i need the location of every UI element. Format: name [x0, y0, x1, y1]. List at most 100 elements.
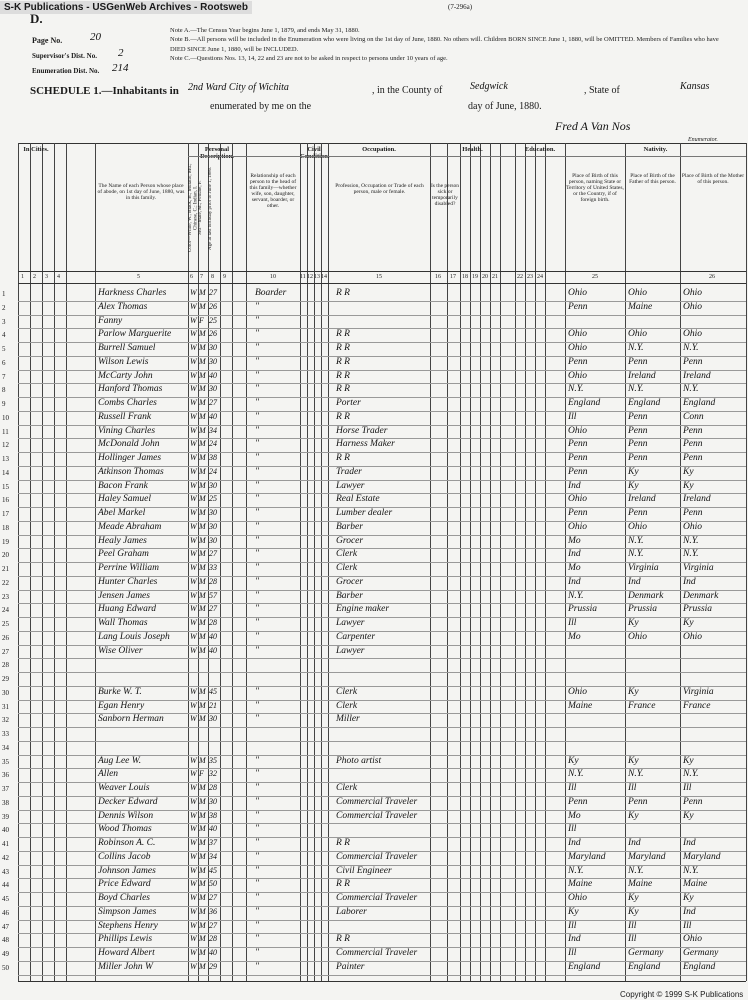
cell-father: Ky [628, 686, 639, 697]
cell-relation: " [255, 576, 259, 587]
cell-name: Healy James [98, 535, 147, 546]
cell-occupation: R R [336, 356, 350, 367]
cell-age: 30 [209, 535, 217, 545]
line-number: 40 [2, 826, 9, 835]
cell-birth: Prussia [568, 604, 598, 615]
cell-relation: " [255, 893, 259, 903]
cell-mother: Denmark [683, 590, 719, 601]
cell-name: Boyd Charles [98, 893, 150, 903]
cell-color: W [190, 631, 197, 641]
cell-mother: Penn [683, 796, 703, 807]
line-number: 11 [2, 427, 9, 436]
form-number: (7-296a) [448, 3, 473, 11]
cell-mother: N.Y. [683, 549, 699, 560]
cell-sex: M [199, 439, 206, 449]
row-rule [18, 947, 746, 948]
cell-father: Ind [628, 576, 641, 587]
cell-age: 28 [209, 783, 217, 792]
cell-relation: " [255, 343, 259, 353]
column-number: 3 [45, 274, 48, 280]
column-header: Age at last birthday prior to June 1, 18… [208, 166, 213, 250]
cell-age: 27 [209, 288, 217, 297]
cell-mother: Ky [683, 893, 694, 903]
cell-birth: Ohio [568, 893, 587, 903]
cell-name: Wilson Lewis [98, 356, 149, 367]
row-rule [18, 369, 746, 371]
cell-occupation: R R [336, 343, 350, 353]
cell-birth: Penn [568, 356, 588, 367]
line-number: 33 [2, 730, 9, 738]
line-number: 30 [2, 688, 9, 697]
cell-mother: Penn [683, 453, 703, 463]
column-header: Place of Birth of the Father of this per… [629, 173, 676, 186]
cell-sex: M [199, 563, 206, 572]
row-rule [18, 782, 746, 783]
cell-father: Maryland [628, 851, 666, 862]
cell-age: 30 [209, 343, 217, 352]
rule [18, 283, 746, 284]
column-rule [746, 143, 747, 981]
cell-relation: " [255, 549, 259, 560]
cell-color: W [190, 466, 197, 476]
cell-age: 30 [209, 508, 217, 517]
row-rule [18, 672, 746, 673]
cell-mother: France [683, 700, 711, 711]
cell-father: Penn [628, 796, 648, 807]
row-rule [18, 355, 746, 357]
column-header: Color—White, W.; Black, B.; Mulatto, Mu.… [188, 163, 199, 253]
page-value: 20 [90, 31, 101, 43]
cell-name: Price Edward [98, 879, 151, 890]
cell-age: 27 [209, 549, 217, 559]
copyright: Copyright © 1999 S-K Publications [620, 990, 744, 999]
line-number: 14 [2, 468, 9, 477]
cell-birth: Ohio [568, 370, 587, 381]
cell-occupation: Engine maker [336, 604, 390, 615]
line-number: 16 [2, 496, 9, 505]
cell-relation: " [255, 755, 259, 766]
cell-color: W [190, 411, 197, 421]
enumerator-label: Enumerator. [688, 137, 718, 143]
row-rule [18, 328, 746, 330]
state-label: , State of [584, 85, 620, 96]
cell-relation: " [255, 631, 259, 642]
column-header: Is the person sick or temporarily disabl… [430, 183, 460, 208]
cell-mother: Prussia [683, 604, 713, 615]
enumeration-label: Enumeration Dist. No. [32, 67, 100, 75]
cell-mother: Ind [683, 906, 696, 917]
cell-color: W [190, 315, 197, 325]
cell-birth: N.Y. [568, 590, 584, 601]
cell-mother: Germany [683, 948, 719, 958]
rule [18, 981, 746, 982]
column-header: Profession, Occupation or Trade of each … [335, 183, 424, 196]
cell-sex: M [199, 521, 206, 531]
cell-relation: " [255, 480, 259, 491]
cell-occupation: Laborer [336, 906, 367, 917]
row-rule [18, 809, 746, 811]
line-number: 46 [2, 908, 9, 917]
cell-sex: M [199, 783, 206, 792]
cell-relation: " [255, 851, 259, 862]
cell-relation: " [255, 315, 259, 326]
cell-mother: Ohio [683, 631, 702, 642]
cell-age: 45 [209, 686, 217, 696]
cell-sex: M [199, 714, 206, 724]
cell-father: Ind [628, 838, 641, 848]
cell-birth: Ill [568, 824, 577, 835]
cell-age: 30 [209, 796, 217, 806]
cell-name: Aug Lee W. [98, 755, 142, 766]
cell-age: 57 [209, 590, 217, 600]
cell-sex: M [199, 370, 206, 380]
cell-color: W [190, 508, 197, 517]
cell-father: Ireland [628, 494, 656, 505]
cell-occupation: R R [336, 838, 350, 848]
cell-relation: " [255, 906, 259, 917]
row-rule [18, 850, 746, 852]
line-number: 37 [2, 785, 9, 793]
cell-birth: Penn [568, 301, 588, 312]
cell-relation: " [255, 356, 259, 367]
column-header: Place of Birth of the Mother of this per… [681, 173, 745, 186]
census-table: In Cities. Personal Description. Civil Con… [0, 143, 748, 983]
cell-relation: " [255, 934, 259, 945]
cell-birth: Ohio [568, 329, 587, 340]
cell-age: 28 [209, 934, 217, 944]
